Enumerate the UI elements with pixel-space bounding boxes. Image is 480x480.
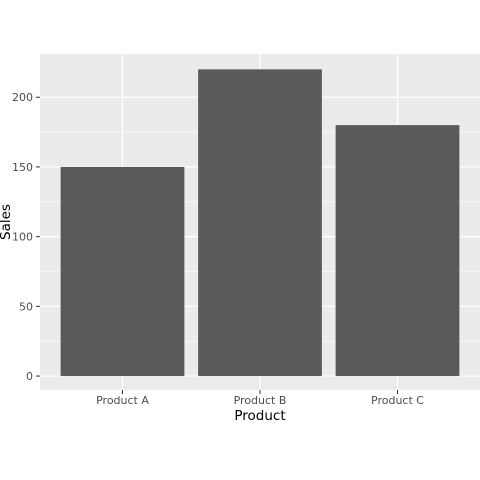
- bars: [60, 69, 460, 377]
- y-tick-label: 0: [26, 370, 33, 383]
- y-tick-label: 150: [12, 161, 33, 174]
- y-tick-label: 200: [12, 91, 33, 104]
- x-tick-label: Product A: [96, 394, 149, 407]
- bar: [335, 125, 460, 377]
- x-axis-title: Product: [234, 408, 285, 424]
- x-tick-label: Product B: [234, 394, 287, 407]
- bar: [198, 69, 322, 377]
- x-tick-label: Product C: [371, 394, 424, 407]
- y-tick-label: 100: [12, 231, 33, 244]
- y-axis: 0 50 100 150 200: [12, 91, 40, 383]
- y-tick-label: 50: [19, 300, 33, 313]
- y-axis-title: Sales: [0, 204, 14, 240]
- x-axis: Product A Product B Product C: [96, 390, 424, 407]
- bar: [60, 166, 185, 377]
